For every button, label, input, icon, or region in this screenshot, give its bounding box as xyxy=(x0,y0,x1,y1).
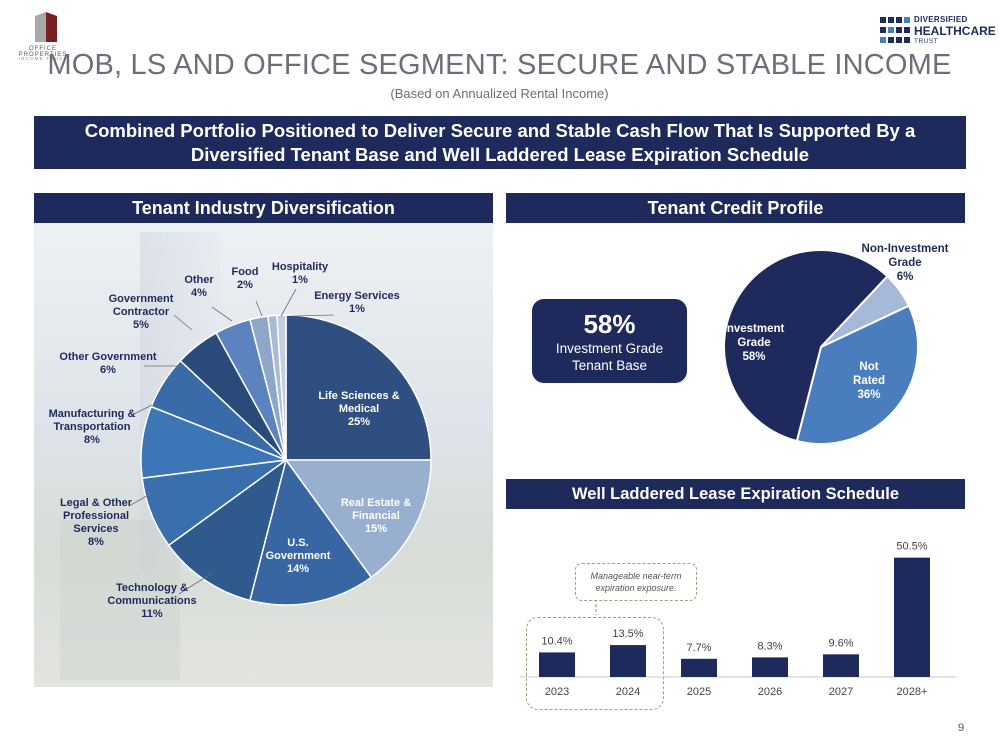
lease-header: Well Laddered Lease Expiration Schedule xyxy=(506,479,965,509)
opi-logo-name: OFFICE PROPERTIES xyxy=(18,46,68,58)
lease-bar-2023 xyxy=(539,652,575,677)
summary-banner: Combined Portfolio Positioned to Deliver… xyxy=(34,116,966,169)
industry-slice-life-sciences-and-medical xyxy=(285,314,432,461)
industry-leader-technology-and-communications xyxy=(178,572,213,595)
trees-photo-shape xyxy=(60,520,180,680)
office-properties-logo: OFFICE PROPERTIES INCOME TRUST xyxy=(8,12,78,68)
industry-leader-manufacturing-and-transportation xyxy=(131,404,153,416)
industry-label-hospitality: Hospitality 1% xyxy=(272,261,329,286)
summary-banner-text: Combined Portfolio Positioned to Deliver… xyxy=(84,119,916,165)
lease-bar-2026 xyxy=(752,657,788,677)
industry-label-food: Food 2% xyxy=(232,266,259,291)
industry-label-life-sciences-and-medical: Life Sciences & Medical 25% xyxy=(318,390,399,428)
industry-header: Tenant Industry Diversification xyxy=(34,193,493,223)
industry-leader-hospitality xyxy=(280,288,297,317)
lease-value-label-2023: 10.4% xyxy=(541,635,572,647)
page-subtitle: (Based on Annualized Rental Income) xyxy=(390,86,609,101)
industry-leader-energy-services xyxy=(291,314,335,317)
lease-value-label-2024: 13.5% xyxy=(612,628,643,640)
lease-category-label-2025: 2025 xyxy=(687,686,711,698)
dht-logo-line2: HEALTHCARE xyxy=(914,24,996,38)
lease-bar-2027 xyxy=(823,654,859,677)
lease-category-label-2024: 2024 xyxy=(616,686,640,698)
credit-pie-chart: Not Rated 36% Investment Grade 58% Non-Investm… xyxy=(723,243,949,445)
industry-header-text: Tenant Industry Diversification xyxy=(132,197,395,218)
lease-category-label-2023: 2023 xyxy=(545,686,569,698)
diversified-healthcare-logo: DIVERSIFIED HEALTHCARE TRUST xyxy=(880,14,996,48)
industry-slice-u-s-government xyxy=(249,458,373,606)
kpi-label-line2: Tenant Base xyxy=(571,358,648,373)
industry-leader-food xyxy=(255,300,263,317)
dht-logo-line1: DIVERSIFIED xyxy=(914,15,968,24)
opi-logo-mark-icon xyxy=(35,12,57,42)
credit-label-non-investment-grade: Non-Investment Grade 6% xyxy=(862,243,949,283)
lease-value-label-2028: 50.5% xyxy=(896,541,927,553)
near-term-note-text: Manageable near-term expiration exposure… xyxy=(590,571,682,593)
industry-label-manufacturing-and-transportation: Manufacturing & Transportation 8% xyxy=(49,408,136,446)
lease-bar-2028 xyxy=(894,557,930,677)
credit-header: Tenant Credit Profile xyxy=(506,193,965,223)
page-number: 9 xyxy=(958,722,965,734)
lease-value-label-2027: 9.6% xyxy=(828,637,853,649)
industry-label-energy-services: Energy Services 1% xyxy=(314,290,400,315)
dht-logo-line3: TRUST xyxy=(914,38,939,45)
industry-label-legal-and-other-professional-services: Legal & Other Professional Services 8% xyxy=(60,497,133,548)
dht-grid-icon xyxy=(880,17,910,43)
credit-header-text: Tenant Credit Profile xyxy=(647,197,824,218)
credit-slice-investment-grade xyxy=(723,249,889,443)
lease-category-label-2026: 2026 xyxy=(758,686,782,698)
industry-label-u-s-government: U.S. Government 14% xyxy=(266,537,331,575)
lease-category-label-2028: 2028+ xyxy=(897,686,928,698)
near-term-note: Manageable near-term expiration exposure… xyxy=(575,563,697,601)
lease-value-label-2025: 7.7% xyxy=(686,642,711,654)
kpi-value: 58% xyxy=(583,309,636,339)
industry-label-government-contractor: Government Contractor 5% xyxy=(109,293,174,331)
industry-leader-legal-and-other-professional-services xyxy=(128,492,153,507)
credit-label-investment-grade: Investment Grade 58% xyxy=(724,323,785,363)
lease-bar-2024 xyxy=(610,645,646,677)
credit-slice-not-rated xyxy=(795,304,919,445)
industry-label-real-estate-and-financial: Real Estate & Financial 15% xyxy=(341,497,411,535)
lease-value-label-2026: 8.3% xyxy=(757,640,782,652)
lease-bar-chart: 10.4% 2023 13.5% 2024 7.7% 2025 8.3% 2026 9.6% 20… xyxy=(520,541,956,698)
lease-bar-2025 xyxy=(681,658,717,677)
industry-slice-technology-and-communications xyxy=(167,458,288,602)
industry-leader-other xyxy=(211,306,233,322)
kpi-label-line1: Investment Grade xyxy=(555,341,664,356)
industry-label-other: Other 4% xyxy=(184,274,214,299)
credit-label-not-rated: Not Rated 36% xyxy=(853,361,885,401)
industry-label-other-government: Other Government 6% xyxy=(59,351,157,376)
industry-slice-real-estate-and-financial xyxy=(284,459,432,579)
opi-logo-sub: INCOME TRUST xyxy=(18,56,68,61)
lease-category-label-2027: 2027 xyxy=(829,686,853,698)
industry-leader-government-contractor xyxy=(173,314,193,331)
page-title: MOB, LS AND OFFICE SEGMENT: SECURE AND S… xyxy=(47,49,952,81)
industry-pie-chart: Life Sciences & Medical 25% Real Estate & Fi… xyxy=(49,261,432,620)
lease-header-text: Well Laddered Lease Expiration Schedule xyxy=(571,484,900,503)
investment-grade-kpi: 58% Investment Grade Tenant Base xyxy=(532,299,687,383)
industry-label-technology-and-communications: Technology & Communications 11% xyxy=(107,582,196,620)
near-term-highlight-box xyxy=(526,617,664,710)
credit-slice-non-investment-grade xyxy=(820,274,911,348)
